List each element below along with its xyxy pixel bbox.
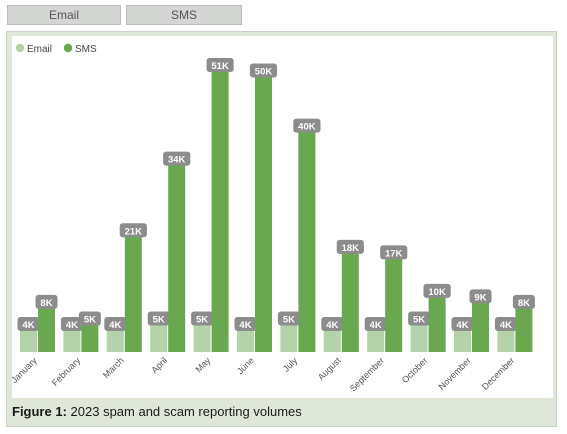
data-label-email-november-box [451, 316, 474, 331]
caption-prefix: Figure 1: [12, 404, 67, 419]
tab-email[interactable]: Email [7, 5, 121, 25]
data-label-sms-july: 40K [298, 122, 316, 133]
bar-email-february [63, 329, 81, 352]
data-label-sms-november-box [469, 289, 492, 304]
data-label-email-february-box [60, 316, 83, 331]
data-label-sms-june: 50K [255, 67, 273, 78]
bar-email-november [454, 329, 471, 352]
data-label-sms-january: 8K [40, 298, 52, 309]
bar-sms-february [81, 324, 99, 352]
data-label-email-december-box [494, 316, 517, 331]
data-label-sms-december: 8K [518, 298, 530, 309]
legend-marker-email [15, 43, 25, 53]
data-label-email-january: 4K [22, 320, 34, 331]
data-label-email-september-box [364, 316, 387, 331]
tab-sms[interactable]: SMS [126, 5, 242, 25]
bar-email-december [497, 329, 515, 352]
data-label-email-june: 4K [239, 320, 251, 331]
bar-chart: Email SMS 4K 8K January 4K 5K February 4K 21K Marc… [9, 43, 535, 394]
bar-sms-june [255, 76, 272, 353]
data-label-email-december: 4K [500, 320, 512, 331]
data-label-sms-january-box [35, 294, 58, 309]
data-label-email-april-box [147, 311, 170, 326]
bar-email-january [20, 329, 37, 352]
data-label-sms-august: 18K [342, 243, 360, 254]
chart-area: Email SMS 4K 8K January 4K 5K February 4K 21K Marc… [9, 36, 553, 398]
data-label-email-october: 5K [413, 314, 425, 325]
bar-sms-december [515, 307, 533, 352]
data-label-email-march-box [104, 316, 127, 331]
data-label-email-october-box [408, 311, 431, 326]
x-tick-label-january: January [12, 355, 39, 385]
data-label-sms-august-box [336, 239, 364, 254]
data-label-sms-november: 9K [474, 292, 486, 303]
data-label-sms-march: 21K [125, 226, 143, 237]
bar-email-october [410, 324, 428, 352]
bar-email-may [193, 324, 211, 352]
data-label-sms-may: 51K [211, 61, 229, 72]
data-label-email-may: 5K [196, 314, 208, 325]
data-label-email-march: 4K [109, 320, 121, 331]
x-tick-label-september: September [348, 355, 386, 393]
bar-sms-may [211, 71, 229, 352]
data-label-sms-september-box [380, 245, 408, 260]
bar-sms-april [168, 164, 186, 352]
x-tick-label-july: July [281, 355, 300, 374]
x-tick-label-august: August [316, 355, 343, 382]
bar-sms-october [428, 296, 446, 352]
figure-frame: Email SMS 4K 8K January 4K 5K February 4K 21K Marc… [6, 31, 557, 427]
bar-sms-march [124, 236, 142, 352]
bar-email-july [280, 324, 298, 352]
bar-sms-january [38, 307, 55, 352]
data-label-sms-september: 17K [385, 248, 403, 259]
x-tick-label-december: December [480, 355, 516, 391]
x-tick-label-june: June [235, 355, 256, 376]
data-label-email-january-box [17, 316, 40, 331]
figure-caption: Figure 1: 2023 spam and scam reporting v… [12, 404, 302, 419]
data-label-sms-october-box [423, 283, 451, 298]
bar-sms-september [385, 258, 403, 352]
legend-marker-sms [63, 43, 73, 53]
legend-label-email: Email [27, 44, 52, 55]
bar-sms-july [298, 131, 316, 352]
data-label-email-february: 4K [66, 320, 78, 331]
data-label-sms-february: 5K [84, 314, 96, 325]
data-label-email-april: 5K [153, 314, 165, 325]
x-tick-label-february: February [50, 355, 83, 388]
data-label-sms-july-box [293, 118, 321, 133]
data-label-sms-october: 10K [428, 287, 446, 298]
data-label-sms-april: 34K [168, 155, 186, 166]
x-tick-label-may: May [193, 355, 212, 374]
data-label-sms-december-box [512, 294, 535, 309]
caption-text: 2023 spam and scam reporting volumes [70, 404, 302, 419]
data-label-email-may-box [191, 311, 214, 326]
data-label-sms-june-box [249, 63, 278, 78]
bar-email-april [150, 324, 168, 352]
data-label-sms-march-box [119, 223, 147, 238]
bar-email-september [367, 329, 385, 352]
x-tick-label-april: April [149, 355, 169, 375]
data-label-email-august: 4K [326, 320, 338, 331]
bar-sms-august [341, 252, 359, 352]
bar-email-august [323, 329, 341, 352]
x-tick-label-october: October [400, 355, 430, 385]
legend-label-sms: SMS [75, 44, 97, 55]
data-label-sms-april-box [163, 151, 191, 166]
data-label-sms-february-box [78, 311, 101, 326]
data-label-email-september: 4K [370, 320, 382, 331]
bar-email-june [237, 329, 254, 352]
data-label-sms-may-box [206, 58, 234, 72]
x-tick-label-march: March [101, 355, 126, 380]
data-label-email-july: 5K [283, 314, 295, 325]
bar-sms-november [472, 302, 489, 352]
data-label-email-july-box [277, 311, 300, 326]
x-tick-label-november: November [436, 355, 472, 391]
data-label-email-august-box [321, 316, 344, 331]
data-label-email-november: 4K [456, 320, 468, 331]
bar-email-march [106, 329, 124, 352]
data-label-email-june-box [234, 316, 257, 331]
